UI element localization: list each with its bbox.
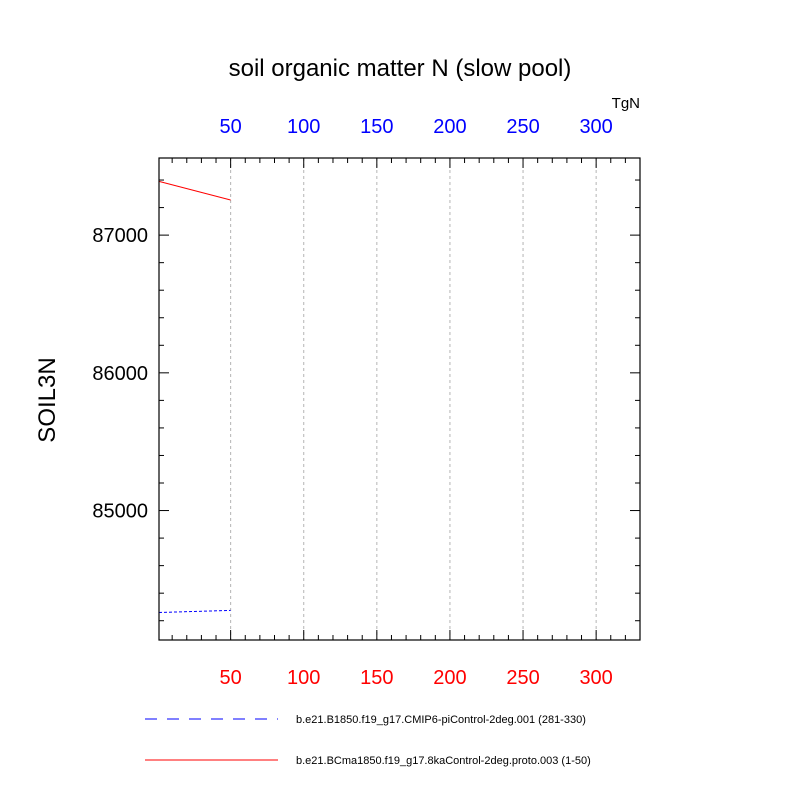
x-tick-label-top: 250 <box>506 116 539 138</box>
legend: b.e21.B1850.f19_g17.CMIP6-piControl-2deg… <box>145 714 591 767</box>
y-tick-label: 86000 <box>92 363 148 385</box>
grid <box>230 158 597 640</box>
units-label: TgN <box>612 95 640 112</box>
legend-label-1: b.e21.B1850.f19_g17.CMIP6-piControl-2deg… <box>296 714 586 726</box>
tick-labels: 50 50 100 100 150 150 200 200 250 250 300 300 85000 8… <box>92 116 612 689</box>
y-tick-label: 87000 <box>92 225 148 247</box>
series-lines <box>158 180 231 613</box>
x-tick-label-bottom: 300 <box>579 667 612 689</box>
x-tick-label-top: 300 <box>579 116 612 138</box>
series-line-2 <box>158 180 231 201</box>
x-tick-label-bottom: 50 <box>220 667 242 689</box>
x-tick-label-top: 50 <box>220 116 242 138</box>
legend-label-2: b.e21.BCma1850.f19_g17.8kaControl-2deg.p… <box>296 755 591 767</box>
x-tick-label-top: 150 <box>360 116 393 138</box>
series-line-1 <box>158 609 231 613</box>
x-tick-label-bottom: 200 <box>433 667 466 689</box>
x-tick-label-bottom: 150 <box>360 667 393 689</box>
x-tick-label-top: 200 <box>433 116 466 138</box>
chart-title: soil organic matter N (slow pool) <box>229 55 572 82</box>
x-tick-label-bottom: 100 <box>287 667 320 689</box>
x-tick-label-bottom: 250 <box>506 667 539 689</box>
x-tick-label-top: 100 <box>287 116 320 138</box>
axis-ticks <box>159 158 641 640</box>
y-tick-label: 85000 <box>92 501 148 523</box>
plot-frame <box>158 157 641 641</box>
y-axis-label: SOIL3N <box>34 357 61 442</box>
